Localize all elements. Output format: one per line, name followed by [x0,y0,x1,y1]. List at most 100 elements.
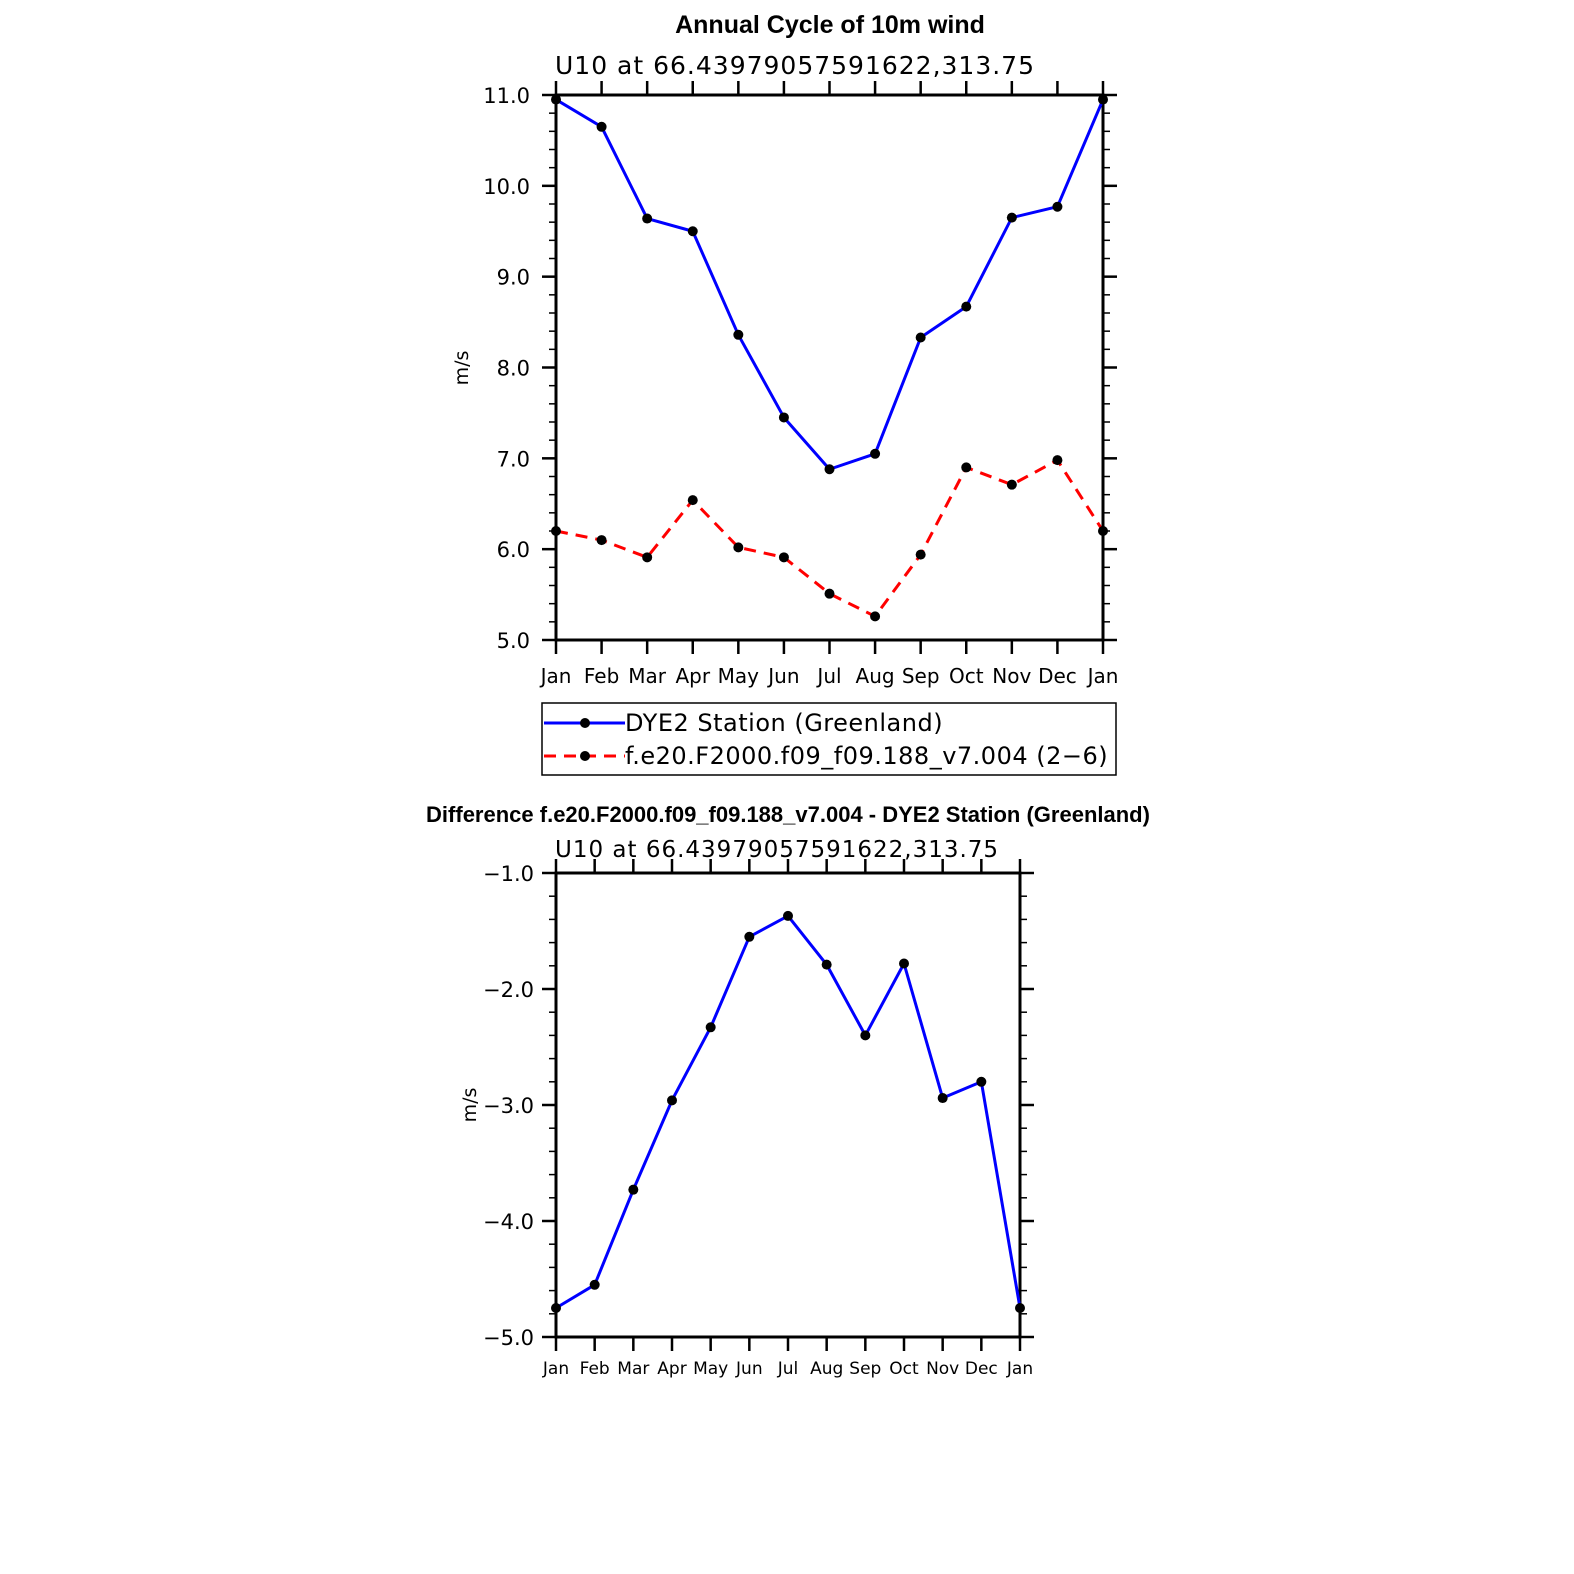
x-tick-label: Feb [584,664,619,688]
y-tick-label: −2.0 [483,978,534,1002]
data-point [1006,212,1017,223]
data-point [1052,455,1063,466]
y-tick-label: −5.0 [483,1326,534,1350]
x-tick-label: Sep [902,664,940,688]
data-point [824,464,835,475]
data-point [551,526,561,536]
data-point [915,332,926,343]
x-tick-label: May [718,664,760,688]
legend-marker-dye2 [580,718,590,728]
y-axis-label: m/s [459,1088,481,1123]
x-tick-label: Jul [777,1359,799,1379]
data-point [778,552,789,563]
data-point [687,495,698,506]
data-point [915,549,926,560]
x-tick-label: Jan [1006,1359,1033,1379]
data-point [824,588,835,599]
y-tick-label: 11.0 [483,84,530,108]
plot-series [551,910,1025,1313]
x-tick-label: Sep [849,1359,881,1379]
data-point [961,301,972,312]
x-tick-label: Jan [1086,664,1119,688]
data-point [596,121,607,132]
data-point [551,1303,561,1313]
y-tick-label: 6.0 [497,538,530,562]
x-tick-label: Oct [949,664,984,688]
data-point [1006,479,1017,490]
plot-frame [554,93,1105,642]
plot-axes: Jan Feb Mar Apr May Jun Jul Aug Sep Oct Nov Dec Jan 5… [483,81,1118,688]
data-point [937,1093,948,1104]
data-point [870,448,881,459]
data-point [961,462,972,473]
chart-subtitle: U10 at 66.43979057591622,313.75 [555,51,1035,80]
data-point [687,226,698,237]
difference-chart: Difference f.e20.F2000.f09_f09.188_v7.00… [426,802,1150,1379]
data-point [1098,526,1108,536]
data-point [596,535,607,546]
y-tick-label: 8.0 [497,357,530,381]
data-point [976,1076,987,1087]
data-point [899,958,909,969]
x-tick-label: Mar [617,1359,649,1379]
x-tick-label: Aug [856,664,895,688]
data-point [744,931,755,942]
legend-marker-model [580,751,590,761]
x-tick-label: Jun [735,1359,763,1379]
x-tick-label: Apr [675,664,710,688]
series-line-0 [555,914,1022,1310]
legend: DYE2 Station (Greenland) f.e20.F2000.f09… [541,702,1117,776]
series-line-0 [555,98,1105,471]
data-point [667,1095,677,1106]
y-tick-label: 7.0 [497,447,530,471]
chart-title: Difference f.e20.F2000.f09_f09.188_v7.00… [426,802,1150,827]
x-tick-label: May [693,1359,728,1379]
data-point [821,959,832,970]
legend-box [541,702,1117,776]
data-point [705,1022,716,1033]
y-axis-label: m/s [451,351,473,386]
x-tick-label: Jun [766,664,799,688]
legend-label-model: f.e20.F2000.f09_f09.188_v7.004 (2−6) [625,742,1108,770]
x-tick-label: Mar [628,664,667,688]
data-point [733,329,744,340]
data-point [551,94,561,105]
plot-axes: Jan Feb Mar Apr May Jun Jul Aug Sep Oct Nov Dec Jan−… [483,859,1034,1379]
data-point [589,1279,600,1290]
data-point [1052,201,1063,212]
legend-label-dye2: DYE2 Station (Greenland) [625,709,943,737]
data-point [733,542,744,553]
x-tick-label: Feb [580,1359,610,1379]
x-tick-label: Dec [1038,664,1077,688]
y-tick-label: −3.0 [483,1094,534,1118]
data-point [628,1184,639,1195]
data-point [778,412,789,423]
y-tick-label: −4.0 [483,1210,534,1234]
x-tick-label: Apr [657,1359,686,1379]
data-point [1098,94,1108,105]
plot-frame [554,871,1022,1339]
x-tick-label: Aug [810,1359,843,1379]
y-tick-label: −1.0 [483,862,534,886]
data-point [642,213,653,224]
y-tick-label: 5.0 [497,629,530,653]
plot-series [551,94,1108,622]
chart-subtitle: U10 at 66.43979057591622,313.75 [555,837,999,863]
x-tick-label: Jan [542,1359,569,1379]
x-tick-label: Nov [992,664,1031,688]
y-tick-label: 10.0 [483,175,530,199]
data-point [870,611,881,622]
x-tick-label: Oct [889,1359,919,1379]
x-tick-label: Jul [815,664,841,688]
chart-title: Annual Cycle of 10m wind [675,11,985,39]
data-point [860,1030,871,1041]
y-tick-label: 9.0 [497,266,530,290]
x-tick-label: Dec [965,1359,998,1379]
data-point [783,910,793,921]
x-tick-label: Nov [926,1359,959,1379]
annual-cycle-chart: Annual Cycle of 10m wind U10 at 66.43979… [451,11,1118,776]
data-point [1015,1303,1025,1313]
x-tick-label: Jan [539,664,572,688]
data-point [642,552,653,563]
